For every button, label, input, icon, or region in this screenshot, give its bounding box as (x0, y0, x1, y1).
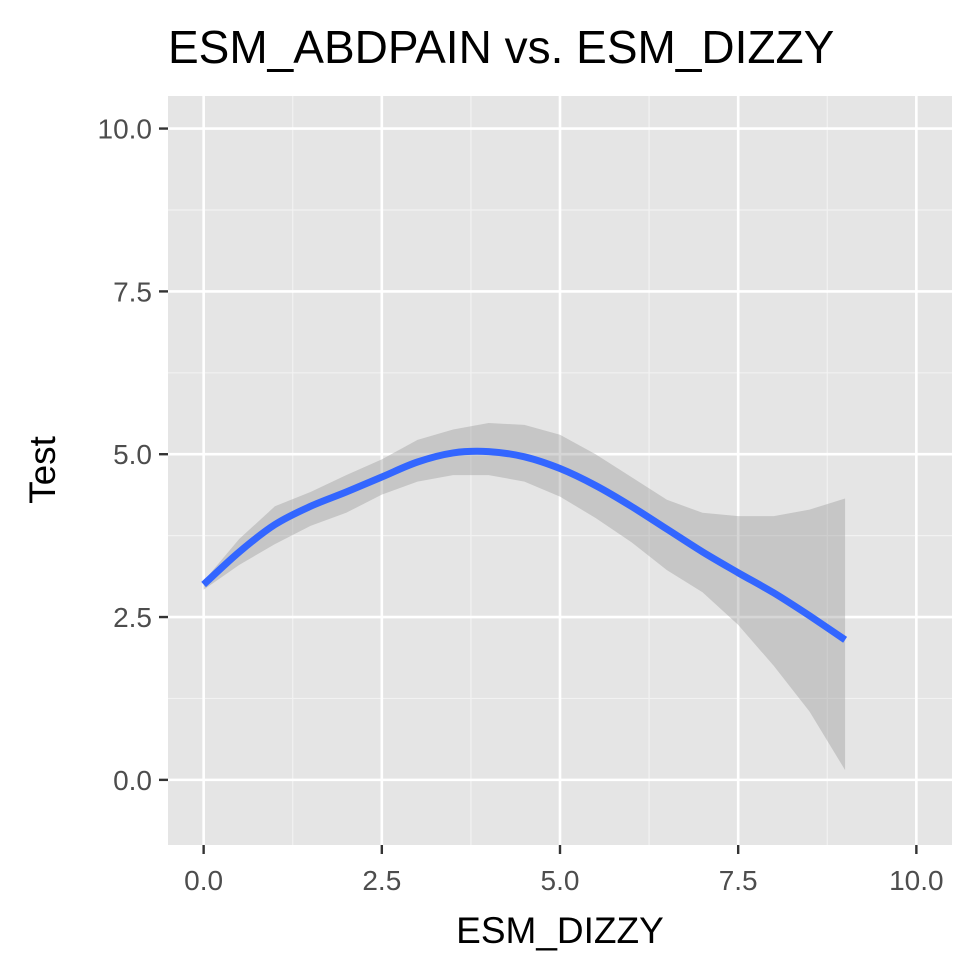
y-tick-label: 10.0 (98, 114, 153, 145)
x-tick-label: 5.0 (541, 865, 580, 896)
x-axis: 0.0 2.5 5.0 7.5 10.0 (184, 845, 944, 896)
smooth-line (201, 447, 848, 643)
confidence-band (203, 423, 846, 771)
y-tick-label: 5.0 (113, 439, 152, 470)
y-axis-title: Test (22, 435, 63, 504)
x-tick-label: 2.5 (362, 865, 401, 896)
y-tick-label: 2.5 (113, 602, 152, 633)
chart-title: ESM_ABDPAIN vs. ESM_DIZZY (168, 21, 834, 73)
x-axis-title: ESM_DIZZY (456, 910, 664, 951)
x-tick-label: 10.0 (889, 865, 944, 896)
confidence-band-area (203, 423, 846, 771)
y-tick-label: 7.5 (113, 276, 152, 307)
y-tick-label: 0.0 (113, 765, 152, 796)
y-axis: 0.0 2.5 5.0 7.5 10.0 (98, 114, 168, 796)
x-tick-label: 7.5 (719, 865, 758, 896)
x-tick-label: 0.0 (184, 865, 223, 896)
series-lines (201, 447, 848, 643)
